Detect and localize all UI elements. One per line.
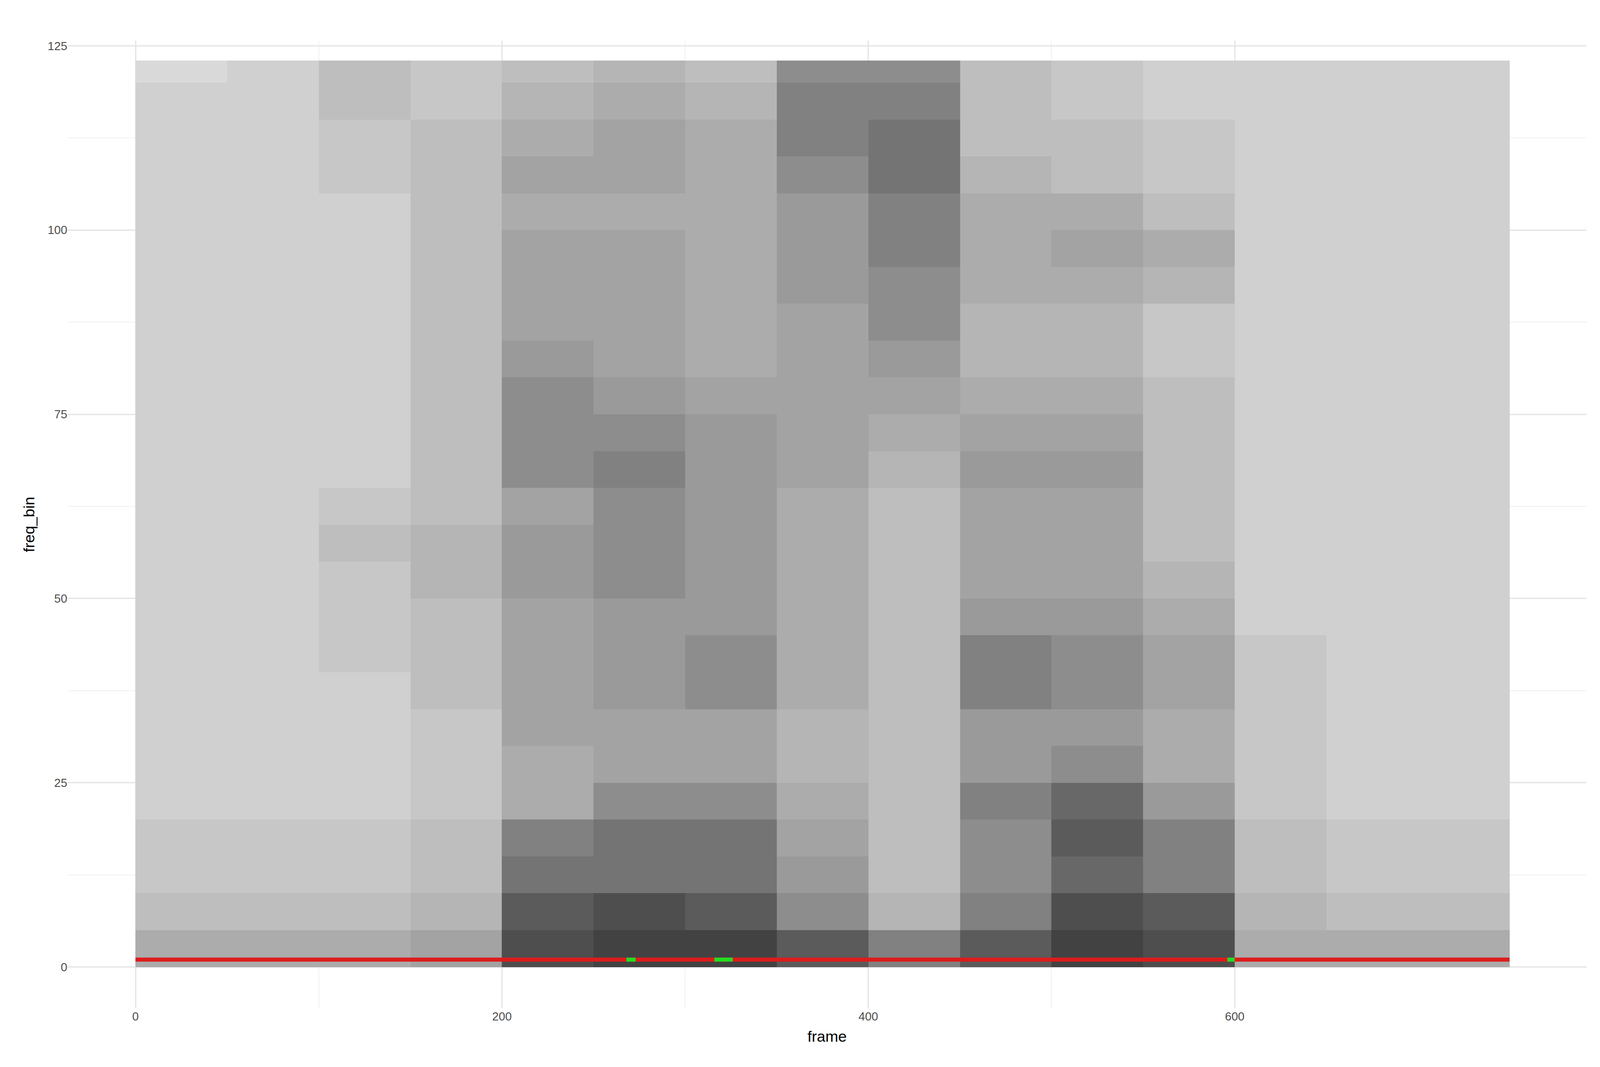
svg-text:25: 25 (54, 775, 68, 790)
svg-text:400: 400 (858, 1009, 878, 1023)
svg-text:freq_bin: freq_bin (20, 496, 38, 553)
svg-text:0: 0 (60, 960, 68, 974)
svg-text:125: 125 (47, 39, 68, 53)
svg-text:600: 600 (1224, 1009, 1245, 1023)
svg-text:100: 100 (47, 223, 68, 237)
svg-text:200: 200 (492, 1009, 512, 1023)
svg-text:50: 50 (54, 591, 68, 606)
svg-text:75: 75 (54, 407, 68, 421)
svg-text:0: 0 (132, 1009, 139, 1023)
svg-text:frame: frame (807, 1027, 847, 1045)
